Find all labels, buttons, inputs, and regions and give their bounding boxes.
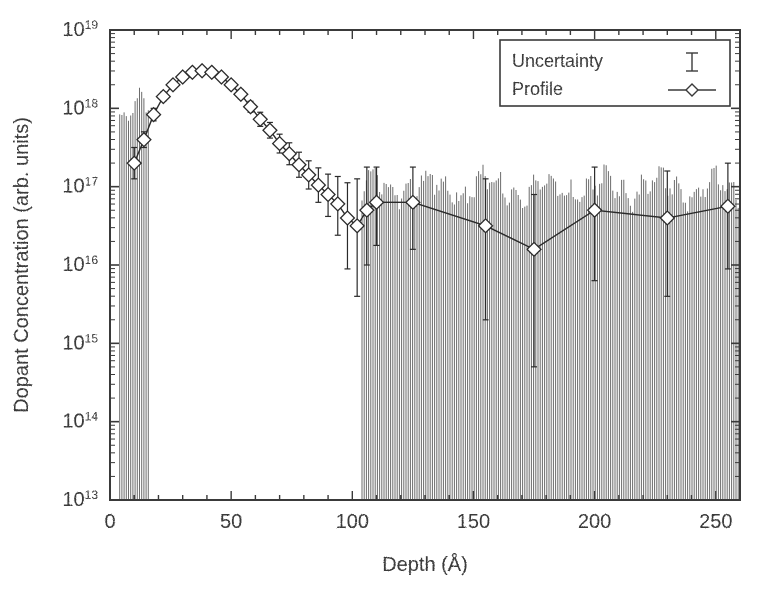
y-tick-label: 1016	[62, 253, 98, 276]
legend-label: Uncertainty	[512, 51, 603, 71]
x-tick-label: 0	[104, 511, 115, 533]
x-tick-label: 250	[699, 511, 732, 533]
x-axis-label: Depth (Å)	[382, 553, 468, 576]
y-tick-label: 1017	[62, 175, 98, 198]
x-tick-label: 100	[336, 511, 369, 533]
y-tick-label: 1019	[62, 18, 98, 41]
y-tick-label: 1015	[62, 331, 98, 354]
y-tick-label: 1014	[62, 410, 98, 433]
legend-label: Profile	[512, 79, 563, 99]
y-tick-label: 1013	[62, 488, 98, 511]
x-tick-label: 150	[457, 511, 490, 533]
y-axis-label: Dopant Concentration (arb. units)	[11, 117, 33, 413]
chart-svg: 0 50 100 150 200 250 1013 1014 1015 1016 1017 1018 1…	[0, 0, 780, 589]
x-tick-label: 200	[578, 511, 611, 533]
x-tick-label: 50	[220, 511, 242, 533]
legend: Uncertainty Profile	[500, 40, 730, 106]
chart-container: 0 50 100 150 200 250 1013 1014 1015 1016 1017 1018 1…	[0, 0, 780, 589]
y-tick-label: 1018	[62, 96, 98, 119]
